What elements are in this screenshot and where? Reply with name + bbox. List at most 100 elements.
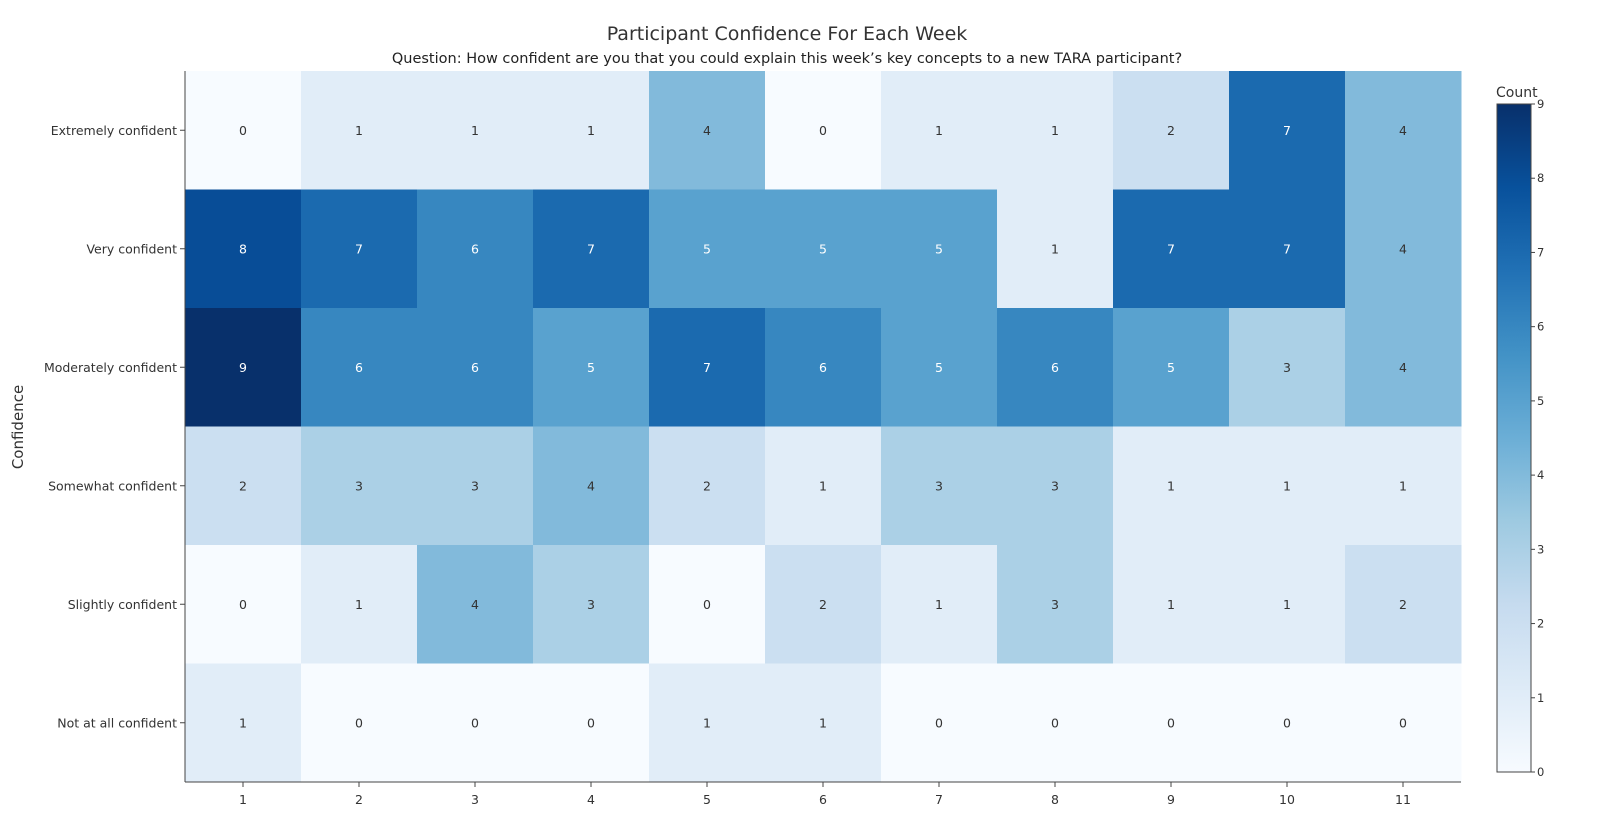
axes: Extremely confident Very confident Moderat…	[44, 71, 1461, 807]
y-tick-label: Very confident	[86, 241, 177, 256]
cell-value-label: 0	[703, 597, 711, 612]
colorbar-gradient	[1496, 103, 1532, 773]
cell-value-label: 0	[935, 715, 943, 730]
heatmap-cell	[533, 189, 650, 309]
cell-value-label: 2	[1399, 597, 1407, 612]
heatmap-cell	[533, 545, 650, 664]
heatmap-cell	[649, 189, 766, 309]
cell-value-label: 0	[1283, 715, 1291, 730]
cell-value-label: 1	[1399, 478, 1407, 493]
chart-title: Participant Confidence For Each Week	[607, 23, 968, 45]
y-tick-label: Somewhat confident	[48, 478, 177, 493]
cell-value-label: 1	[1051, 241, 1059, 256]
colorbar-tick-label: 1	[1537, 691, 1544, 705]
heatmap-cell	[185, 308, 302, 427]
colorbar: Count 0 1 2 3 4 5 6 7 8 9	[1496, 85, 1544, 779]
heatmap-cell	[1229, 545, 1346, 664]
cell-value-label: 1	[239, 715, 247, 730]
heatmap-cell	[185, 71, 302, 190]
cell-value-label: 0	[587, 715, 595, 730]
heatmap-cell	[301, 71, 418, 190]
cell-value-label: 1	[935, 597, 943, 612]
cell-value-label: 1	[819, 478, 827, 493]
x-tick-label: 10	[1279, 792, 1295, 807]
cell-value-label: 1	[587, 123, 595, 138]
colorbar-tick-label: 2	[1537, 617, 1544, 631]
heatmap-cell	[533, 426, 650, 546]
heatmap-cell	[649, 71, 766, 190]
cell-value-label: 3	[1051, 478, 1059, 493]
cell-value-label: 0	[1399, 715, 1407, 730]
heatmap-cell	[533, 71, 650, 190]
cell-value-label: 0	[239, 123, 247, 138]
cell-value-label: 4	[1399, 241, 1407, 256]
heatmap-cell	[997, 545, 1114, 664]
colorbar-tick-label: 6	[1537, 320, 1544, 334]
cell-value-label: 0	[239, 597, 247, 612]
cell-value-label: 5	[935, 360, 943, 375]
heatmap-cell	[765, 308, 882, 427]
x-tick-label: 6	[819, 792, 827, 807]
heatmap-cell	[881, 308, 998, 427]
heatmap-cell	[533, 663, 650, 783]
heatmap-cell	[1229, 308, 1346, 427]
heatmap-cell	[301, 663, 418, 783]
cell-value-label: 5	[587, 360, 595, 375]
cell-value-label: 2	[703, 478, 711, 493]
colorbar-tick-label: 4	[1537, 468, 1544, 482]
x-tick-label: 11	[1395, 792, 1411, 807]
heatmap-cell	[417, 189, 534, 309]
heatmap-cell	[417, 663, 534, 783]
cell-value-label: 3	[1283, 360, 1291, 375]
y-tick-label: Extremely confident	[51, 123, 177, 138]
heatmap-cell	[1345, 426, 1462, 546]
heatmap-cell	[881, 189, 998, 309]
colorbar-tick-label: 0	[1537, 765, 1544, 779]
cell-value-label: 3	[587, 597, 595, 612]
x-tick-label: 8	[1051, 792, 1059, 807]
cell-value-label: 1	[703, 715, 711, 730]
heatmap-cell	[301, 545, 418, 664]
x-tick-label: 1	[239, 792, 247, 807]
heatmap-cell	[1345, 71, 1462, 190]
heatmap-cell	[765, 426, 882, 546]
heatmap-cell	[185, 545, 302, 664]
heatmap-cell	[649, 426, 766, 546]
heatmap-cell	[301, 426, 418, 546]
cell-value-label: 1	[1283, 478, 1291, 493]
heatmap-cell	[765, 71, 882, 190]
heatmap-cell	[997, 426, 1114, 546]
heatmap-cell	[1229, 71, 1346, 190]
cell-value-label: 1	[471, 123, 479, 138]
colorbar-tick-label: 9	[1537, 97, 1544, 111]
heatmap-cell	[1113, 663, 1230, 783]
cell-value-label: 2	[819, 597, 827, 612]
cell-value-label: 4	[703, 123, 711, 138]
heatmap-cell	[1229, 663, 1346, 783]
cell-value-label: 5	[703, 241, 711, 256]
cell-value-label: 1	[819, 715, 827, 730]
x-tick-label: 2	[355, 792, 363, 807]
heatmap-cell	[1345, 189, 1462, 309]
heatmap-cell	[185, 189, 302, 309]
cell-value-label: 5	[935, 241, 943, 256]
cell-value-label: 3	[935, 478, 943, 493]
heatmap-cell	[881, 545, 998, 664]
heatmap-cell	[997, 663, 1114, 783]
cell-value-label: 0	[1167, 715, 1175, 730]
heatmap-cell	[765, 545, 882, 664]
cell-value-label: 2	[239, 478, 247, 493]
cell-value-label: 6	[471, 360, 479, 375]
heatmap-cell	[185, 426, 302, 546]
cell-value-label: 7	[587, 241, 595, 256]
cell-value-label: 0	[355, 715, 363, 730]
chart-subtitle: Question: How confident are you that you…	[392, 51, 1182, 67]
y-tick-label: Moderately confident	[44, 360, 177, 375]
colorbar-tick-label: 8	[1537, 171, 1544, 185]
heatmap-cell	[417, 545, 534, 664]
cell-value-label: 7	[703, 360, 711, 375]
heatmap-cell	[649, 545, 766, 664]
cell-value-label: 7	[1167, 241, 1175, 256]
x-tick-label: 4	[587, 792, 595, 807]
